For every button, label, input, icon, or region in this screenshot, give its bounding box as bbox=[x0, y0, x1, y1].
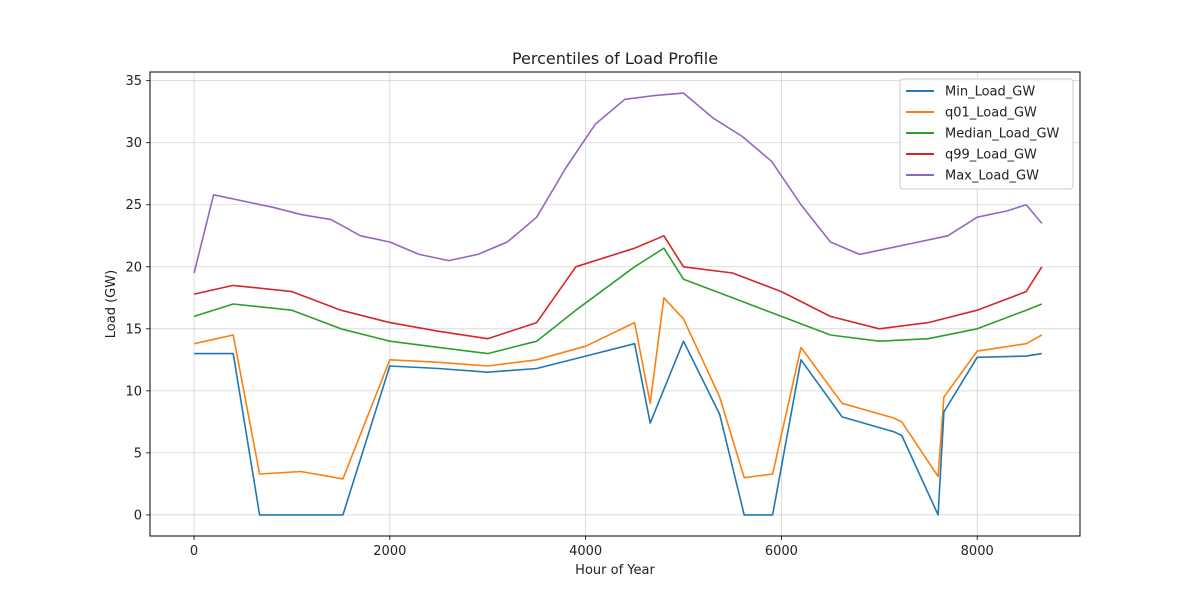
series-line-median-load-gw bbox=[193, 247, 1043, 355]
x-tick-label: 0 bbox=[190, 544, 198, 559]
series-layer bbox=[193, 92, 1043, 516]
plot-frame bbox=[149, 71, 1081, 537]
chart-title: Percentiles of Load Profile bbox=[512, 49, 718, 68]
grid-lines bbox=[150, 72, 1080, 536]
series-line-q01-load-gw bbox=[193, 296, 1043, 480]
series-line-max-load-gw bbox=[193, 92, 1043, 274]
legend-label: Median_Load_GW bbox=[945, 127, 1060, 142]
x-axis-label: Hour of Year bbox=[575, 563, 655, 578]
y-axis-label: Load (GW) bbox=[104, 270, 119, 338]
y-tick-label: 20 bbox=[125, 260, 142, 275]
x-tick-label: 8000 bbox=[961, 544, 994, 559]
y-tick-label: 5 bbox=[134, 446, 142, 461]
y-tick-label: 0 bbox=[134, 508, 142, 523]
axis-ticks: 0 2000 4000 6000 8000 0 5 10 15 20 25 30 35 bbox=[125, 74, 993, 559]
x-tick-label: 4000 bbox=[569, 544, 602, 559]
x-tick-label: 6000 bbox=[765, 544, 798, 559]
legend-label: Min_Load_GW bbox=[945, 85, 1035, 100]
legend: Min_Load_GW q01_Load_GW Median_Load_GW q99_… bbox=[899, 78, 1074, 190]
y-tick-label: 30 bbox=[125, 136, 142, 151]
legend-label: q01_Load_GW bbox=[945, 106, 1037, 121]
y-tick-label: 35 bbox=[125, 74, 142, 89]
legend-box bbox=[899, 78, 1074, 190]
y-tick-label: 15 bbox=[125, 322, 142, 337]
legend-label: q99_Load_GW bbox=[945, 148, 1037, 163]
series-line-min-load-gw bbox=[194, 340, 1042, 516]
legend-label: Max_Load_GW bbox=[945, 169, 1039, 184]
x-tick-label: 2000 bbox=[373, 544, 406, 559]
series-line-q99-load-gw bbox=[193, 235, 1043, 340]
y-tick-label: 25 bbox=[125, 198, 142, 213]
y-tick-label: 10 bbox=[125, 384, 142, 399]
